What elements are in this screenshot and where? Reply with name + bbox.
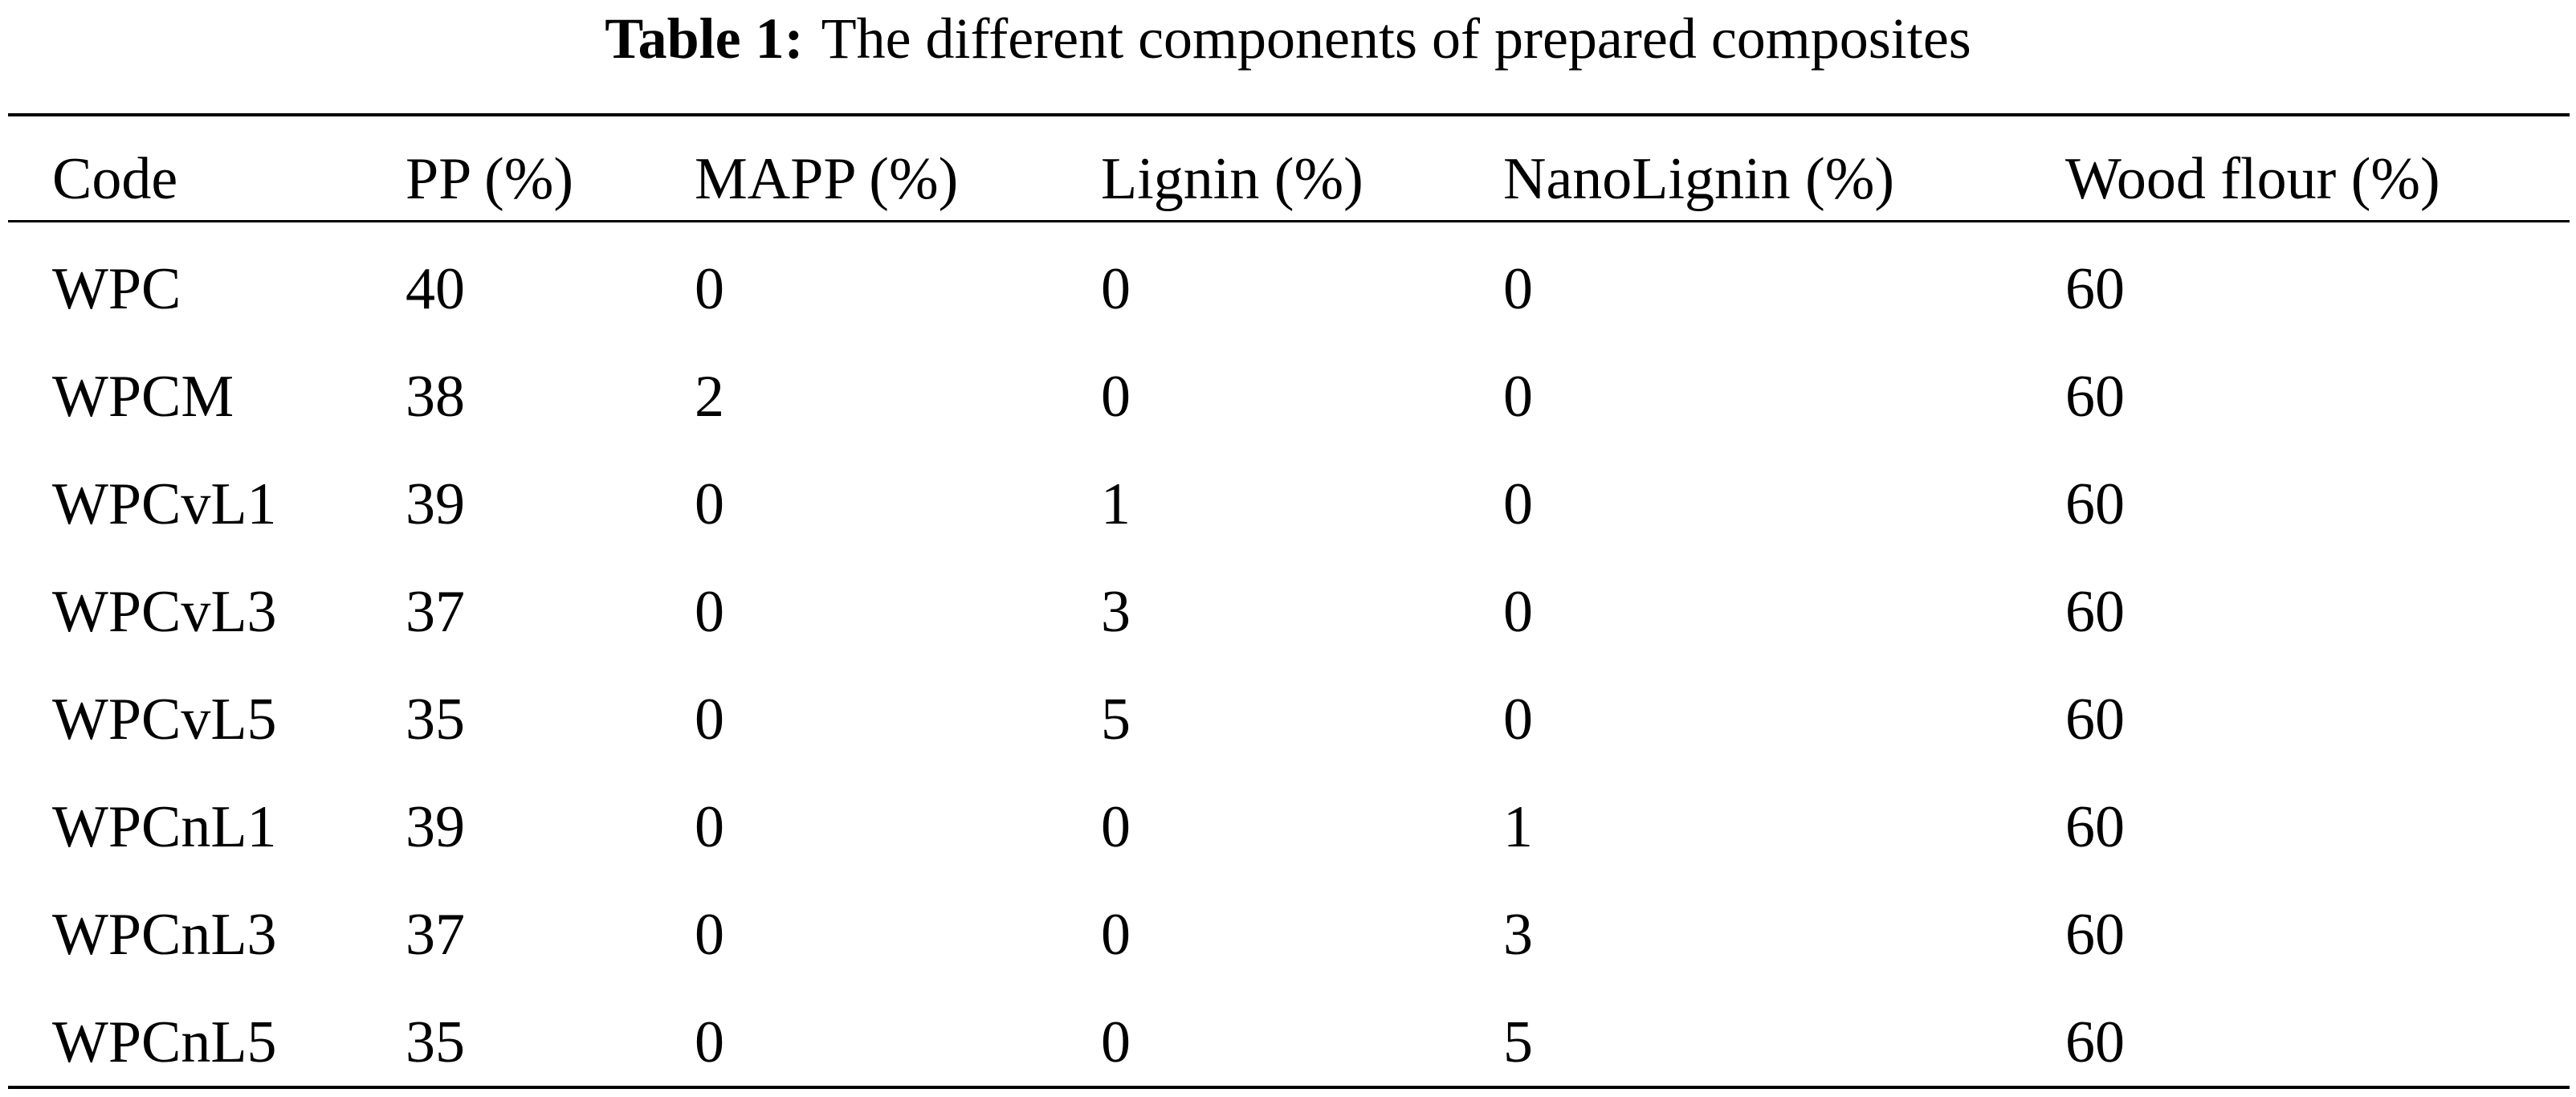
header-cell: Code [52,146,178,212]
table-cell: 38 [406,364,465,430]
header-cell: Lignin (%) [1101,146,1363,212]
row-code: WPCvL3 [52,579,277,645]
table-cell: 0 [1503,687,1533,752]
table-cell: 60 [2065,902,2125,968]
table-cell: 0 [695,687,724,752]
table-cell: 0 [695,579,724,645]
table-cell: 60 [2065,1009,2125,1075]
table-cell: 39 [406,794,465,860]
row-code: WPCnL3 [52,902,277,968]
table-cell: 0 [695,902,724,968]
table-title: The different components of prepared com… [821,6,1971,71]
table-cell: 0 [1101,256,1131,322]
table-cell: 37 [406,579,465,645]
table-cell: 2 [695,364,724,430]
table-cell: 35 [406,1009,465,1075]
table-cell: 60 [2065,256,2125,322]
table-cell: 39 [406,471,465,537]
table-cell: 0 [695,794,724,860]
table-cell: 37 [406,902,465,968]
table-cell: 0 [1503,579,1533,645]
header-cell: PP (%) [406,146,573,212]
table-cell: 3 [1503,902,1533,968]
table-cell: 5 [1101,687,1131,752]
table-cell: 60 [2065,364,2125,430]
header-cell: Wood flour (%) [2065,146,2440,212]
table-cell: 60 [2065,471,2125,537]
table-cell: 3 [1101,579,1131,645]
table-cell: 60 [2065,687,2125,752]
table-cell: 0 [695,471,724,537]
table-cell: 0 [1101,794,1131,860]
header-rule [8,220,2570,222]
row-code: WPCnL5 [52,1009,277,1075]
table-caption: Table 1: The different components of prep… [0,6,2576,71]
row-code: WPC [52,256,181,322]
row-code: WPCnL1 [52,794,277,860]
bottom-rule [8,1086,2570,1089]
table-cell: 1 [1503,794,1533,860]
table-cell: 60 [2065,579,2125,645]
table-cell: 40 [406,256,465,322]
table-cell: 35 [406,687,465,752]
table-cell: 0 [1101,902,1131,968]
table-cell: 1 [1101,471,1131,537]
row-code: WPCvL5 [52,687,277,752]
table-cell: 0 [695,1009,724,1075]
table-cell: 60 [2065,794,2125,860]
row-code: WPCM [52,364,234,430]
table-cell: 0 [1503,471,1533,537]
table-cell: 5 [1503,1009,1533,1075]
table-cell: 0 [1101,364,1131,430]
table-cell: 0 [1101,1009,1131,1075]
top-rule [8,113,2570,116]
table-cell: 0 [1503,256,1533,322]
row-code: WPCvL1 [52,471,277,537]
table-label: Table 1: [605,6,804,71]
table-cell: 0 [1503,364,1533,430]
header-cell: NanoLignin (%) [1503,146,1895,212]
table-cell: 0 [695,256,724,322]
header-cell: MAPP (%) [695,146,959,212]
